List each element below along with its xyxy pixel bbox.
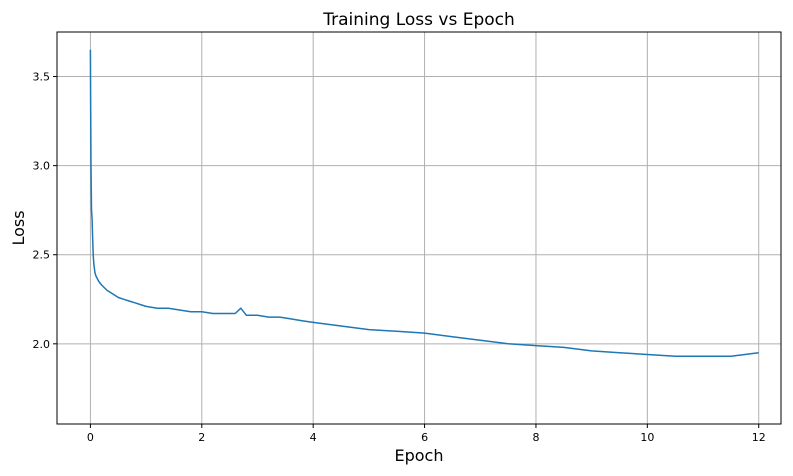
plot-area — [89, 49, 759, 358]
x-tick-label: 0 — [87, 431, 94, 444]
y-tick-label: 2.5 — [33, 249, 51, 262]
x-tick-label: 8 — [532, 431, 539, 444]
x-tick-label: 4 — [310, 431, 317, 444]
x-tick-label: 2 — [198, 431, 205, 444]
y-axis: 2.0 2.5 3.0 3.5 — [33, 71, 57, 351]
x-axis: 0 2 4 6 8 10 12 — [87, 424, 766, 444]
chart-title: Training Loss vs Epoch — [322, 10, 515, 30]
y-axis-label: Loss — [9, 210, 28, 245]
x-tick-label: 10 — [640, 431, 654, 444]
y-tick-label: 3.5 — [33, 71, 51, 84]
x-tick-label: 6 — [421, 431, 428, 444]
x-tick-label: 12 — [752, 431, 766, 444]
x-axis-label: Epoch — [395, 446, 444, 465]
grid-lines — [57, 32, 781, 424]
y-tick-label: 2.0 — [33, 338, 51, 351]
plot-frame — [56, 31, 782, 425]
loss-series-line — [89, 49, 759, 358]
y-tick-label: 3.0 — [33, 160, 51, 173]
